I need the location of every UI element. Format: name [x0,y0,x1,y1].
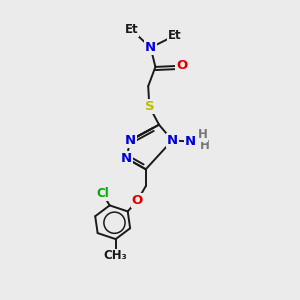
Text: Cl: Cl [96,187,109,200]
Text: H: H [200,139,210,152]
Text: O: O [176,59,188,72]
Text: CH₃: CH₃ [104,250,128,262]
Text: N: N [145,41,156,54]
Text: H: H [197,128,207,141]
Text: Et: Et [168,29,182,42]
Text: N: N [185,135,196,148]
Text: N: N [124,134,136,147]
Text: Et: Et [124,23,138,36]
Text: N: N [121,152,132,165]
Text: O: O [132,194,143,207]
Text: S: S [145,100,154,113]
Text: N: N [167,134,178,147]
